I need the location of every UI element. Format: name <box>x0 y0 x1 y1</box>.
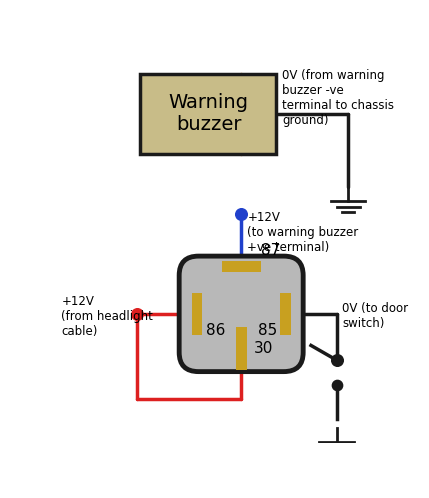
Point <box>238 210 245 218</box>
FancyBboxPatch shape <box>179 256 303 372</box>
Text: 30: 30 <box>254 341 273 356</box>
Bar <box>236 327 247 370</box>
Bar <box>192 293 202 335</box>
Point <box>134 310 141 318</box>
Point <box>333 380 340 388</box>
Text: +12V
(to warning buzzer
+ve terminal): +12V (to warning buzzer +ve terminal) <box>248 211 359 253</box>
Text: 86: 86 <box>205 323 225 338</box>
Text: +12V
(from headlight
cable): +12V (from headlight cable) <box>61 295 153 338</box>
Text: 87: 87 <box>260 244 280 258</box>
Bar <box>140 74 276 154</box>
Bar <box>280 293 291 335</box>
Text: Warning
buzzer: Warning buzzer <box>169 93 249 134</box>
Point <box>333 356 340 364</box>
Text: 0V (from warning
buzzer -ve
terminal to chassis
ground): 0V (from warning buzzer -ve terminal to … <box>282 69 394 127</box>
Text: 85: 85 <box>257 323 277 338</box>
Bar <box>222 261 260 271</box>
Point <box>333 356 340 364</box>
Text: 0V (to door
switch): 0V (to door switch) <box>342 302 408 330</box>
